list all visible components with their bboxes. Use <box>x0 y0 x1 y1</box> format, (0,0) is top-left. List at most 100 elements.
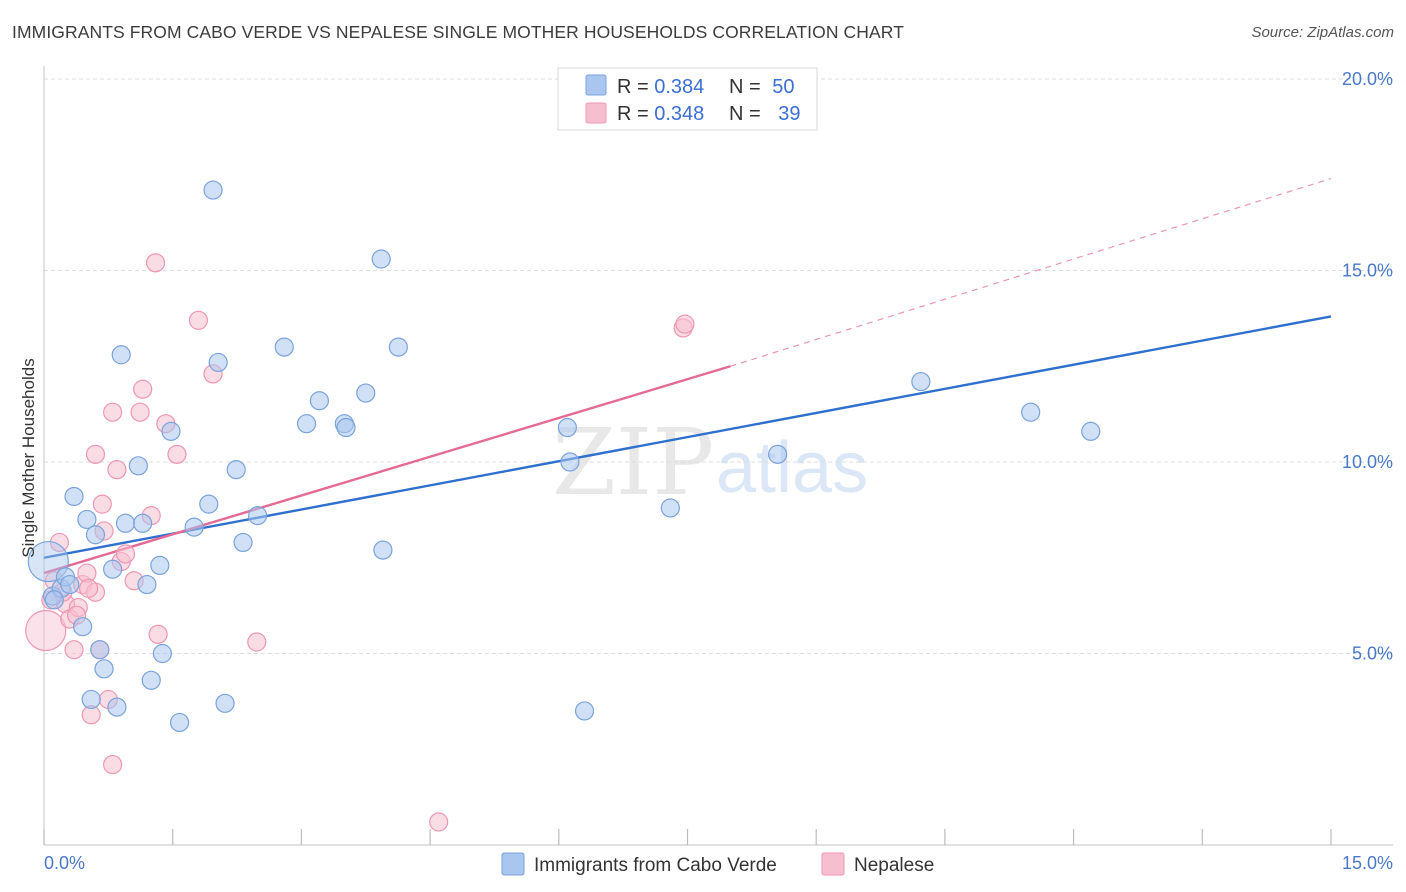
legend-r-value-1: 0.384 <box>654 76 704 98</box>
point-nepalese <box>64 640 84 660</box>
point-cabo-verde <box>199 494 219 514</box>
point-cabo-verde <box>133 513 153 533</box>
point-cabo-verde <box>60 574 80 595</box>
point-cabo-verde <box>137 574 157 595</box>
point-cabo-verde <box>141 670 161 690</box>
chart-title: IMMIGRANTS FROM CABO VERDE VS NEPALESE S… <box>12 22 904 42</box>
point-cabo-verde <box>103 559 123 579</box>
point-cabo-verde <box>184 517 204 537</box>
point-cabo-verde <box>111 345 131 365</box>
gridlines <box>44 78 1393 654</box>
point-cabo-verde <box>107 697 127 717</box>
point-nepalese <box>130 402 150 422</box>
point-nepalese <box>49 532 70 553</box>
point-cabo-verde <box>767 444 788 464</box>
trend-line-nepalese-extension <box>730 178 1332 367</box>
point-cabo-verde <box>94 659 114 679</box>
point-cabo-verde <box>161 421 181 441</box>
point-cabo-verde <box>274 337 294 357</box>
point-nepalese <box>115 544 136 564</box>
point-cabo-verde <box>574 701 595 721</box>
point-cabo-verde <box>44 590 64 610</box>
y-tick-labels: 5.0% 10.0% 15.0% 20.0% <box>1342 69 1393 664</box>
point-cabo-verde <box>81 689 101 710</box>
point-cabo-verde <box>169 712 190 733</box>
point-nepalese <box>188 310 209 330</box>
point-cabo-verde <box>128 456 148 476</box>
point-cabo-verde <box>203 180 223 200</box>
trend-line-nepalese <box>43 365 731 575</box>
y-tick-label: 20.0% <box>1342 69 1393 89</box>
point-cabo-verde <box>73 617 93 637</box>
point-nepalese <box>145 253 166 273</box>
legend-n-value-2: 39 <box>778 103 800 125</box>
legend-swatch-pink <box>585 102 607 124</box>
y-axis-label: Single Mother Households <box>19 358 38 557</box>
point-cabo-verde <box>373 540 393 560</box>
x-tick-label-min: 0.0% <box>44 853 85 873</box>
point-nepalese <box>148 624 168 644</box>
point-cabo-verde <box>371 249 391 269</box>
point-cabo-verde <box>356 383 376 403</box>
legend-r-label-2: R = <box>617 103 654 125</box>
bottom-legend-label-blue: Immigrants from Cabo Verde <box>534 855 777 876</box>
point-cabo-verde <box>557 417 577 438</box>
trend-line-cabo-verde <box>43 315 1332 559</box>
point-cabo-verde <box>1081 421 1101 441</box>
point-nepalese <box>247 632 267 652</box>
point-cabo-verde <box>233 532 253 553</box>
bottom-legend-swatch-pink <box>821 852 845 876</box>
point-nepalese <box>133 379 153 399</box>
y-tick-label: 5.0% <box>1352 644 1393 664</box>
bottom-legend-swatch-blue <box>501 852 525 876</box>
point-cabo-verde <box>1021 402 1041 422</box>
point-cabo-verde <box>90 640 110 660</box>
svg-text:R = 0.384: R = 0.384 <box>617 76 704 98</box>
point-nepalese <box>107 460 127 480</box>
data-points <box>25 180 1101 832</box>
point-cabo-verde <box>115 513 136 533</box>
bottom-legend: Immigrants from Cabo Verde Nepalese <box>501 852 934 876</box>
point-nepalese <box>85 444 106 464</box>
y-tick-label: 15.0% <box>1342 261 1393 281</box>
legend-r-label-1: R = <box>617 76 654 98</box>
point-nepalese <box>79 578 99 598</box>
bottom-legend-label-pink: Nepalese <box>854 855 934 876</box>
point-cabo-verde <box>64 486 84 507</box>
point-cabo-verde <box>336 417 356 438</box>
point-cabo-verde <box>309 391 330 411</box>
legend-n-label-2: N = <box>729 103 766 125</box>
y-tick-label: 10.0% <box>1342 452 1393 472</box>
svg-text:R = 0.348: R = 0.348 <box>617 103 704 125</box>
point-nepalese <box>25 609 67 652</box>
point-cabo-verde <box>248 506 268 526</box>
x-tick-label-max: 15.0% <box>1342 853 1393 873</box>
axes <box>43 66 1393 846</box>
legend-n-label-1: N = <box>729 76 766 98</box>
point-nepalese <box>675 314 695 334</box>
point-cabo-verde <box>215 693 235 713</box>
point-cabo-verde <box>150 555 170 576</box>
point-nepalese <box>429 812 449 832</box>
top-legend: R = 0.384 N = 50 R = 0.348 N = 39 <box>557 67 818 131</box>
svg-text:N = 39: N = 39 <box>729 103 801 125</box>
svg-text:N = 50: N = 50 <box>729 76 795 98</box>
legend-r-value-2: 0.348 <box>654 103 704 125</box>
point-nepalese <box>167 444 187 464</box>
point-nepalese <box>92 494 112 514</box>
source-label: Source: ZipAtlas.com <box>1251 24 1394 41</box>
point-nepalese <box>103 402 123 422</box>
point-cabo-verde <box>77 509 97 530</box>
legend-n-value-1: 50 <box>772 76 794 98</box>
point-cabo-verde <box>388 337 408 357</box>
point-cabo-verde <box>208 352 228 373</box>
point-cabo-verde <box>296 414 317 434</box>
point-nepalese <box>103 754 123 775</box>
point-cabo-verde <box>560 452 580 472</box>
watermark-atlas: atlas <box>716 428 868 508</box>
point-cabo-verde <box>85 525 106 545</box>
point-cabo-verde <box>911 371 931 392</box>
point-cabo-verde <box>152 643 173 664</box>
point-cabo-verde <box>660 498 680 518</box>
